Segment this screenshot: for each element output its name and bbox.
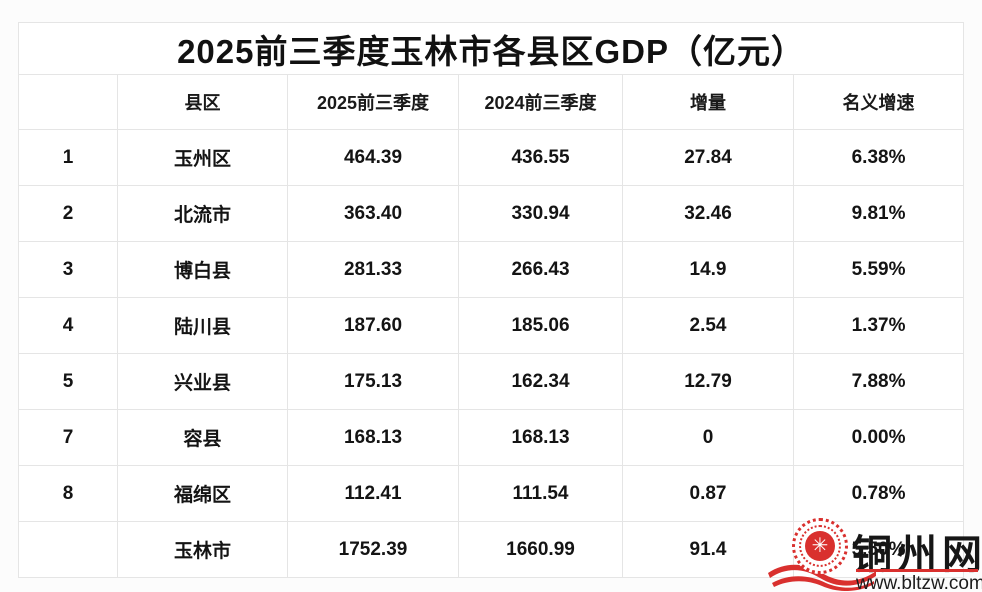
gdp2025-cell: 464.39 xyxy=(287,129,459,186)
gdp2025-cell: 363.40 xyxy=(287,185,459,242)
increment-cell: 0 xyxy=(622,409,794,466)
district-cell: 兴业县 xyxy=(117,353,288,410)
column-header-rank xyxy=(18,74,118,130)
column-header-2025: 2025前三季度 xyxy=(287,74,459,130)
table-header-row: 县区 2025前三季度 2024前三季度 增量 名义增速 xyxy=(18,74,965,130)
gdp2024-cell: 266.43 xyxy=(458,241,623,298)
gdp2025-cell: 175.13 xyxy=(287,353,459,410)
table-row: 5 兴业县 175.13 162.34 12.79 7.88% xyxy=(18,353,965,410)
gdp2024-cell: 168.13 xyxy=(458,409,623,466)
column-header-2024: 2024前三季度 xyxy=(458,74,623,130)
page-title: 2025前三季度玉林市各县区GDP（亿元） xyxy=(17,22,965,75)
table-row: 7 容县 168.13 168.13 0 0.00% xyxy=(18,409,965,466)
column-header-increment: 增量 xyxy=(622,74,794,130)
growth-cell: 5.59% xyxy=(792,241,965,298)
gdp2024-cell: 436.55 xyxy=(458,129,623,186)
district-cell: 陆川县 xyxy=(117,297,288,354)
district-cell: 容县 xyxy=(117,409,288,466)
table-title-row: 2025前三季度玉林市各县区GDP（亿元） xyxy=(17,22,965,75)
increment-cell: 32.46 xyxy=(622,185,794,242)
column-header-growth: 名义增速 xyxy=(792,74,965,130)
gdp-table: 2025前三季度玉林市各县区GDP（亿元） 县区 2025前三季度 2024前三… xyxy=(17,22,965,578)
growth-cell: 5.50% xyxy=(792,521,965,578)
district-cell: 玉州区 xyxy=(117,129,288,186)
increment-cell: 14.9 xyxy=(622,241,794,298)
district-cell: 北流市 xyxy=(117,185,288,242)
increment-cell: 0.87 xyxy=(622,465,794,522)
rank-cell: 3 xyxy=(18,241,118,298)
gdp2024-cell: 330.94 xyxy=(458,185,623,242)
gdp2024-cell: 185.06 xyxy=(458,297,623,354)
gdp2025-cell: 187.60 xyxy=(287,297,459,354)
increment-cell: 12.79 xyxy=(622,353,794,410)
column-header-district: 县区 xyxy=(117,74,288,130)
table-row: 8 福绵区 112.41 111.54 0.87 0.78% xyxy=(18,465,965,522)
table-row: 2 北流市 363.40 330.94 32.46 9.81% xyxy=(18,185,965,242)
increment-cell: 27.84 xyxy=(622,129,794,186)
gdp2025-cell: 281.33 xyxy=(287,241,459,298)
gdp2024-cell: 162.34 xyxy=(458,353,623,410)
rank-cell: 5 xyxy=(18,353,118,410)
table-row: 4 陆川县 187.60 185.06 2.54 1.37% xyxy=(18,297,965,354)
district-cell: 博白县 xyxy=(117,241,288,298)
gdp2025-cell: 168.13 xyxy=(287,409,459,466)
growth-cell: 6.38% xyxy=(792,129,965,186)
table-row: 3 博白县 281.33 266.43 14.9 5.59% xyxy=(18,241,965,298)
rank-cell: 2 xyxy=(18,185,118,242)
district-cell: 玉林市 xyxy=(117,521,288,578)
gdp2024-cell: 111.54 xyxy=(458,465,623,522)
rank-cell: 4 xyxy=(18,297,118,354)
increment-cell: 91.4 xyxy=(622,521,794,578)
gdp2025-cell: 1752.39 xyxy=(287,521,459,578)
rank-cell xyxy=(18,521,118,578)
growth-cell: 1.37% xyxy=(792,297,965,354)
growth-cell: 9.81% xyxy=(792,185,965,242)
table-row: 1 玉州区 464.39 436.55 27.84 6.38% xyxy=(18,129,965,186)
rank-cell: 7 xyxy=(18,409,118,466)
gdp2025-cell: 112.41 xyxy=(287,465,459,522)
growth-cell: 0.78% xyxy=(792,465,965,522)
growth-cell: 7.88% xyxy=(792,353,965,410)
rank-cell: 8 xyxy=(18,465,118,522)
increment-cell: 2.54 xyxy=(622,297,794,354)
rank-cell: 1 xyxy=(18,129,118,186)
growth-cell: 0.00% xyxy=(792,409,965,466)
gdp2024-cell: 1660.99 xyxy=(458,521,623,578)
table-total-row: 玉林市 1752.39 1660.99 91.4 5.50% xyxy=(18,521,965,578)
district-cell: 福绵区 xyxy=(117,465,288,522)
